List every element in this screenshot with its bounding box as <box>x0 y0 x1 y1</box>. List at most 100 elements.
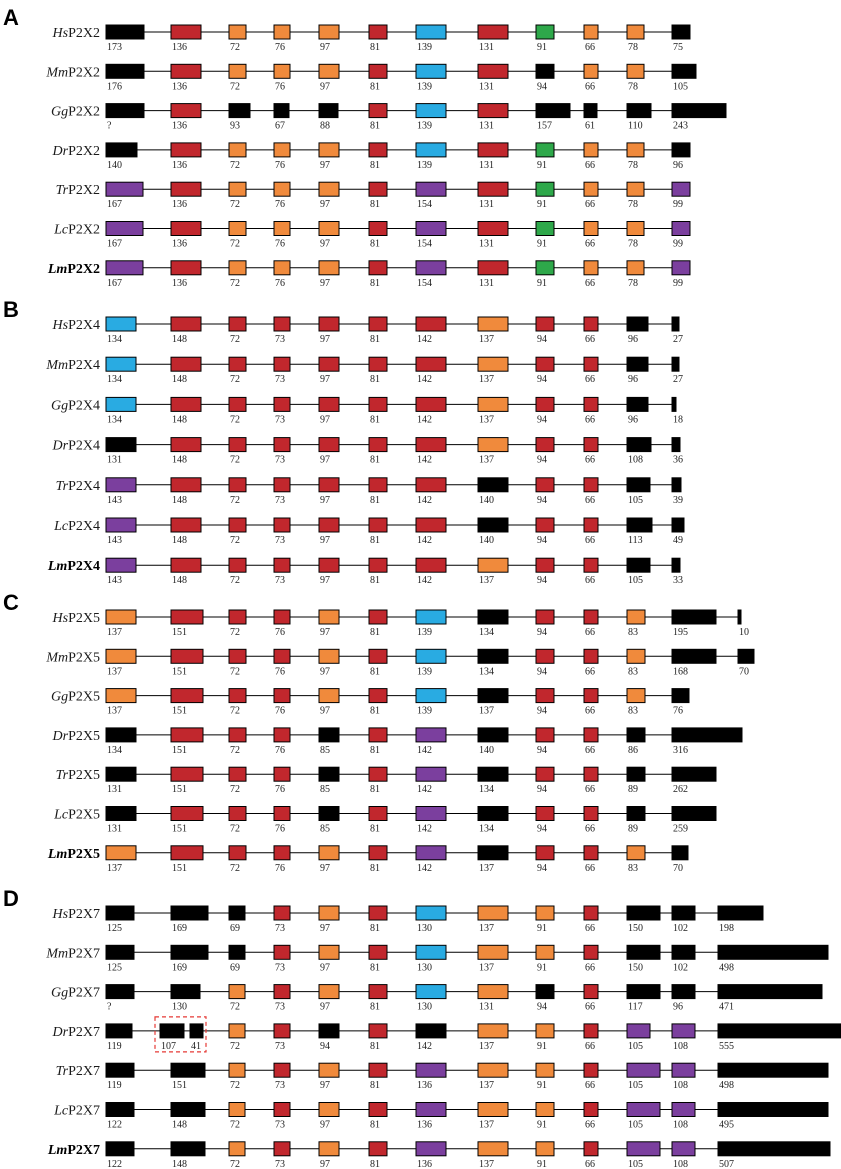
exon-box <box>477 557 509 573</box>
exon-box <box>273 396 291 412</box>
exon-box <box>415 221 447 236</box>
exon-length-label: 73 <box>275 1041 285 1052</box>
exon-box <box>105 557 137 573</box>
gene-row-mmp2x7: MmP2X7 125 169 69 73 97 81 130 137 91 66 150 102 498 <box>45 944 829 973</box>
gene-suffix: P2X7 <box>68 1064 100 1079</box>
exon-length-label: 66 <box>585 962 595 973</box>
exon-box <box>671 221 691 236</box>
exon-box <box>671 356 680 372</box>
exon-length-label: 85 <box>320 745 330 756</box>
exon-length-label: 72 <box>230 706 240 717</box>
exon-box <box>170 63 202 79</box>
exon-length-label: 136 <box>172 278 187 289</box>
panel-letter: C <box>3 590 19 615</box>
gene-suffix: P2X2 <box>68 26 100 41</box>
exon-box <box>583 396 599 412</box>
exon-length-label: 142 <box>417 495 432 506</box>
exon-box <box>318 181 340 197</box>
exon-length-label: 99 <box>673 199 683 210</box>
gene-label: TrP2X4 <box>56 479 100 494</box>
exon-length-label: 157 <box>537 121 552 132</box>
exon-box <box>228 648 247 664</box>
exon-length-label: 76 <box>275 42 285 53</box>
exon-box <box>671 688 690 704</box>
gene-label: LmP2X2 <box>47 262 100 277</box>
exon-box <box>583 766 599 782</box>
exon-length-label: 139 <box>417 81 432 92</box>
exon-length-label: 72 <box>230 495 240 506</box>
exon-length-label: 140 <box>479 745 494 756</box>
exon-box <box>415 984 447 1000</box>
exon-length-label: 66 <box>585 863 595 874</box>
gene-row-hsp2x7: HsP2X7 125 169 69 73 97 81 130 137 91 66 150 102 198 <box>52 905 764 934</box>
species-prefix: Lm <box>47 1143 68 1158</box>
exon-box <box>583 221 599 236</box>
exon-box <box>583 648 599 664</box>
exon-length-label: 108 <box>628 455 643 466</box>
exon-box <box>273 181 291 197</box>
exon-length-label: 137 <box>107 666 122 677</box>
exon-length-label: 67 <box>275 121 285 132</box>
exon-length-label: 81 <box>370 1120 380 1131</box>
exon-length-label: 125 <box>107 923 122 934</box>
exon-length-label: 97 <box>320 535 330 546</box>
exon-length-label: 148 <box>172 535 187 546</box>
exon-length-label: 99 <box>673 278 683 289</box>
exon-length-label: 76 <box>275 278 285 289</box>
exon-box <box>228 905 246 921</box>
exon-box <box>671 142 691 158</box>
exon-box <box>105 648 137 664</box>
exon-length-label: 73 <box>275 414 285 425</box>
exon-length-label: 41 <box>191 1041 201 1052</box>
exon-length-label: 81 <box>370 824 380 835</box>
exon-length-label: 173 <box>107 42 122 53</box>
exon-box <box>717 1023 841 1039</box>
exon-box <box>626 1102 661 1117</box>
exon-length-label: 72 <box>230 863 240 874</box>
exon-length-label: 142 <box>417 575 432 586</box>
exon-box <box>368 477 388 493</box>
exon-length-label: 176 <box>107 81 122 92</box>
exon-box <box>170 648 204 664</box>
exon-length-label: 139 <box>417 706 432 717</box>
exon-box <box>368 1062 388 1078</box>
gene-suffix: P2X2 <box>68 105 100 120</box>
exon-box <box>671 806 717 821</box>
exon-box <box>318 396 340 412</box>
exon-length-label: 259 <box>673 824 688 835</box>
gene-label: GgP2X4 <box>51 398 100 413</box>
exon-box <box>415 63 447 79</box>
exon-length-label: 81 <box>370 278 380 289</box>
species-prefix: Tr <box>56 183 69 198</box>
exon-box <box>228 517 247 533</box>
exon-length-label: 150 <box>628 923 643 934</box>
exon-box <box>318 609 340 625</box>
exon-box <box>477 437 509 453</box>
exon-length-label: 66 <box>585 81 595 92</box>
exon-length-label: 85 <box>320 784 330 795</box>
exon-length-label: 131 <box>479 81 494 92</box>
exon-box <box>477 316 509 332</box>
exon-box <box>671 905 696 921</box>
gene-suffix: P2X2 <box>68 223 100 238</box>
exon-box <box>535 609 555 625</box>
exon-length-label: 81 <box>370 666 380 677</box>
exon-box <box>415 688 447 704</box>
exon-length-label: 131 <box>107 784 122 795</box>
exon-box <box>273 766 291 782</box>
exon-length-label: 88 <box>320 121 330 132</box>
species-prefix: Gg <box>51 398 68 413</box>
exon-box <box>368 905 388 921</box>
exon-length-label: 91 <box>537 42 547 53</box>
gene-row-lmp2x5: LmP2X5 137 151 72 76 97 81 142 137 94 66 83 70 <box>47 845 689 874</box>
exon-length-label: 72 <box>230 239 240 250</box>
exon-length-label: 139 <box>417 666 432 677</box>
exon-box <box>368 766 388 782</box>
exon-length-label: 66 <box>585 160 595 171</box>
exon-box <box>626 396 649 412</box>
exon-length-label: 76 <box>275 666 285 677</box>
gene-row-drp2x5: DrP2X5 134 151 72 76 85 81 142 140 94 66 86 316 <box>52 727 743 756</box>
exon-box <box>535 517 555 533</box>
exon-box <box>415 477 447 493</box>
exon-box <box>228 142 247 158</box>
